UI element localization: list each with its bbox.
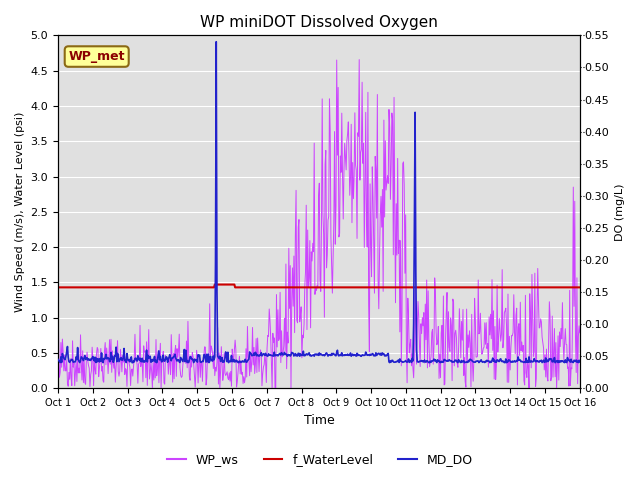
Text: WP_met: WP_met [68, 50, 125, 63]
Legend: WP_ws, f_WaterLevel, MD_DO: WP_ws, f_WaterLevel, MD_DO [162, 448, 478, 471]
Y-axis label: Wind Speed (m/s), Water Level (psi): Wind Speed (m/s), Water Level (psi) [15, 112, 25, 312]
X-axis label: Time: Time [303, 414, 334, 427]
Title: WP miniDOT Dissolved Oxygen: WP miniDOT Dissolved Oxygen [200, 15, 438, 30]
Y-axis label: DO (mg/L): DO (mg/L) [615, 183, 625, 240]
